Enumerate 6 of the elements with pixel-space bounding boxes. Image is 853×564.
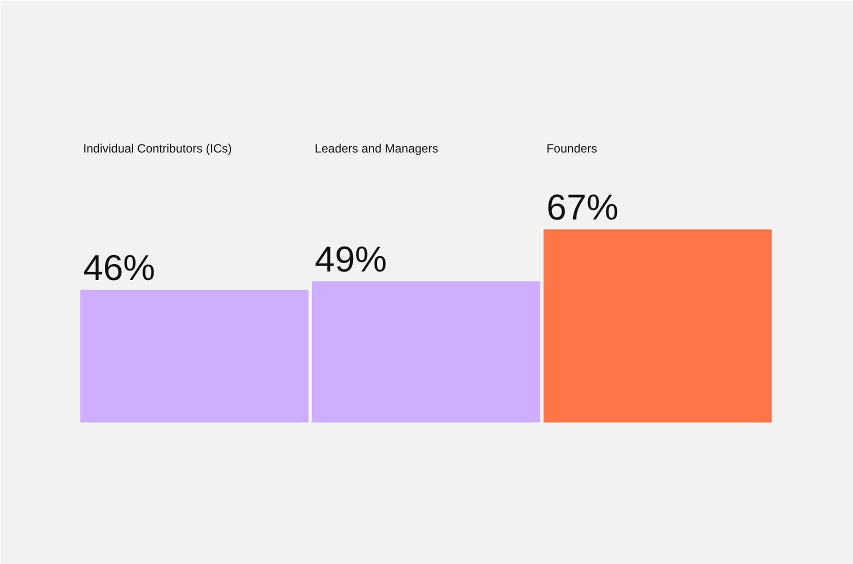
data-label: 46% <box>83 246 156 288</box>
data-label: 67% <box>546 186 619 228</box>
x-tick-label: Founders <box>546 142 598 156</box>
x-tick-label: Individual Contributors (ICs) <box>83 142 232 156</box>
data-label: 49% <box>314 238 387 280</box>
x-tick-label: Leaders and Managers <box>314 142 438 156</box>
